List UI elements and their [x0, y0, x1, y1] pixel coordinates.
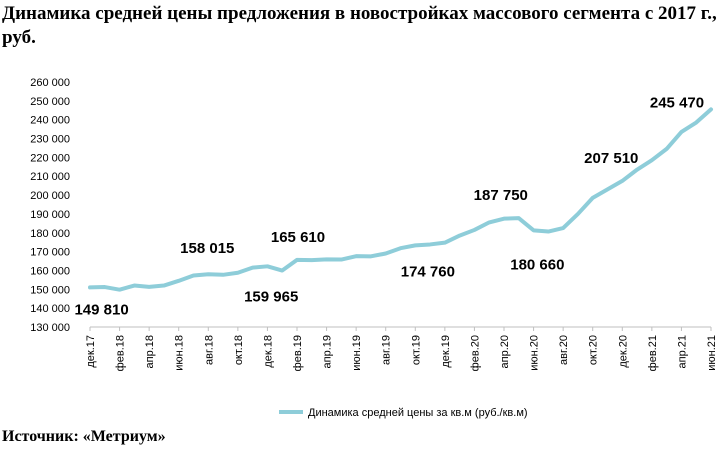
x-tick-label: окт.18 [233, 335, 245, 365]
x-tick-label: окт.19 [410, 335, 422, 365]
x-tick-label: дек.20 [617, 335, 629, 368]
x-tick-label: июн.19 [351, 335, 363, 371]
x-tick-label: апр.20 [499, 335, 511, 368]
x-tick-label: фев.18 [115, 335, 127, 371]
y-tick-label: 150 000 [30, 284, 70, 296]
y-tick-label: 170 000 [30, 247, 70, 259]
y-tick-label: 230 000 [30, 134, 70, 146]
data-label: 187 750 [474, 187, 528, 204]
data-label: 165 610 [271, 229, 325, 246]
data-label: 180 660 [510, 257, 564, 274]
y-tick-label: 220 000 [30, 152, 70, 164]
series-layer [88, 107, 713, 292]
series-line [88, 107, 713, 292]
data-label: 159 965 [244, 289, 298, 306]
x-axis: дек.17 фев.18 апр.18 июн.18 авг.18 окт.18 дек.… [85, 326, 718, 371]
x-tick-label: дек.17 [85, 335, 97, 368]
x-tick-label: фев.19 [292, 335, 304, 371]
legend-label: Динамика средней цены за кв.м (руб./кв.м… [308, 407, 528, 419]
chart-title: Динамика средней цены предложения в ново… [2, 3, 717, 48]
data-labels: 149 810 158 015 159 965 165 610 174 760 187 7… [74, 94, 704, 318]
data-label: 174 760 [401, 264, 455, 281]
x-tick-label: дек.19 [440, 335, 452, 368]
y-tick-label: 160 000 [30, 265, 70, 277]
y-tick-label: 250 000 [30, 96, 70, 108]
y-tick-label: 190 000 [30, 209, 70, 221]
data-label: 158 015 [180, 240, 234, 257]
x-tick-label: авг.19 [381, 335, 393, 365]
x-tick-label: фев.20 [469, 335, 481, 371]
x-tick-label: апр.18 [144, 335, 156, 368]
data-label: 245 470 [650, 94, 704, 111]
y-tick-label: 180 000 [30, 228, 70, 240]
x-tick-label: авг.18 [203, 335, 215, 365]
y-tick-label: 140 000 [30, 303, 70, 315]
x-tick-label: апр.21 [676, 335, 688, 368]
y-tick-label: 240 000 [30, 115, 70, 127]
x-tick-label: июн.21 [706, 335, 718, 371]
x-tick-label: авг.20 [558, 335, 570, 365]
y-axis: 130 000 140 000 150 000 160 000 170 000 180 0… [30, 77, 70, 334]
source-note: Источник: «Метриум» [2, 428, 166, 445]
y-tick-label: 200 000 [30, 190, 70, 202]
legend: Динамика средней цены за кв.м (руб./кв.м… [279, 407, 528, 419]
x-tick-label: дек.18 [262, 335, 274, 368]
data-label: 149 810 [74, 302, 128, 319]
x-tick-label: июн.20 [529, 335, 541, 371]
data-label: 207 510 [584, 150, 638, 167]
y-tick-label: 210 000 [30, 171, 70, 183]
x-tick-label: апр.19 [322, 335, 334, 368]
y-tick-label: 260 000 [30, 77, 70, 89]
y-tick-label: 130 000 [30, 322, 70, 334]
x-tick-label: фев.21 [647, 335, 659, 371]
x-tick-label: июн.18 [174, 335, 186, 371]
x-tick-label: окт.20 [588, 335, 600, 365]
